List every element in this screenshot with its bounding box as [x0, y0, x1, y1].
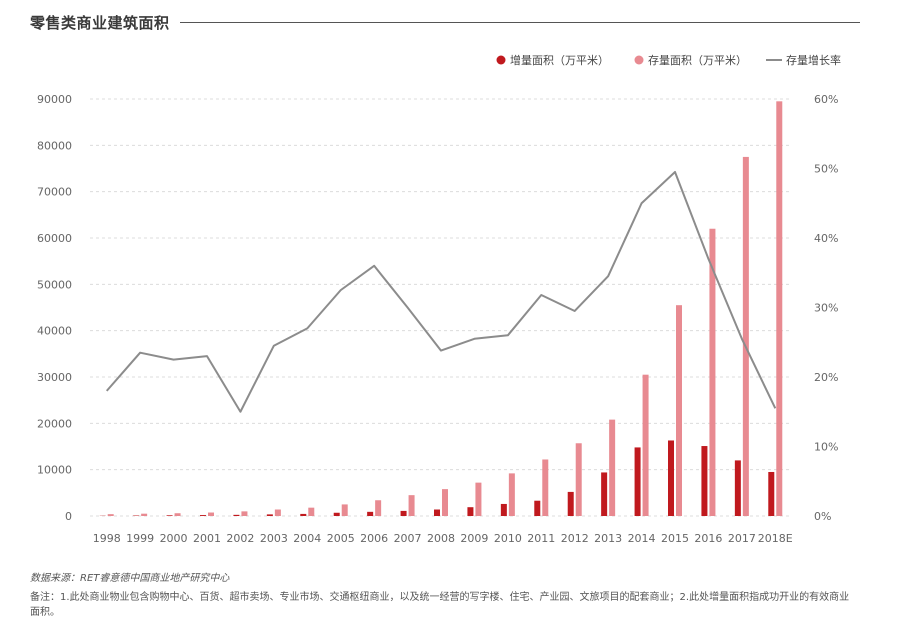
y-left-tick-label: 10000	[37, 464, 72, 477]
increment-bar	[534, 500, 541, 516]
y-axis-right: 0% 10% 20% 30% 40% 50% 60%	[814, 93, 838, 523]
grid	[90, 98, 792, 517]
x-tick-label: 2015	[661, 532, 689, 545]
increment-bar	[768, 471, 775, 516]
stock-bar	[274, 509, 281, 516]
stock-bar	[308, 507, 315, 516]
stock-bar	[676, 305, 682, 516]
x-tick-label: 2013	[594, 532, 622, 545]
stock-bar	[742, 156, 749, 516]
x-tick-label: 2008	[427, 532, 455, 545]
y-right-tick-label: 30%	[814, 302, 838, 315]
increment-bar	[601, 472, 608, 516]
stock-bar	[208, 512, 214, 516]
y-left-tick-label: 80000	[37, 139, 72, 152]
y-left-tick-label: 90000	[37, 93, 72, 106]
stock-bar	[642, 374, 649, 516]
x-tick-label: 2018E	[758, 532, 793, 545]
stock-bar	[575, 443, 582, 516]
x-tick-label: 2017	[728, 532, 756, 545]
data-source: 数据来源：RET睿意德中国商业地产研究中心	[30, 573, 230, 584]
increment-bar	[266, 514, 273, 516]
x-tick-label: 2002	[226, 532, 254, 545]
chart-svg: 增量面积（万平米） 存量面积（万平米） 存量增长率 0 10000 20000 300…	[37, 53, 841, 545]
chart-title: 零售类商业建筑面积	[30, 12, 180, 33]
y-right-tick-label: 40%	[814, 232, 838, 245]
y-left-tick-label: 0	[65, 510, 72, 523]
y-left-tick-label: 60000	[37, 232, 72, 245]
y-axis-left: 0 10000 20000 30000 40000 50000 60000 70000 8000…	[37, 93, 72, 523]
y-left-tick-label: 50000	[37, 278, 72, 291]
stock-bar	[475, 482, 482, 516]
title-row: 零售类商业建筑面积	[30, 12, 860, 36]
x-tick-label: 2003	[260, 532, 288, 545]
increment-bar	[333, 512, 340, 516]
stock-bar	[442, 489, 448, 516]
footnote: 备注：1.此处商业物业包含购物中心、百货、超市卖场、专业市场、交通枢纽商业，以及…	[30, 592, 850, 618]
increment-bar	[734, 460, 741, 516]
x-tick-label: 1998	[93, 532, 121, 545]
growth-polyline	[105, 170, 777, 413]
y-right-tick-label: 10%	[814, 441, 838, 454]
y-left-tick-label: 30000	[37, 371, 72, 384]
legend: 增量面积（万平米） 存量面积（万平米） 存量增长率	[496, 53, 841, 67]
x-tick-label: 2014	[628, 532, 656, 545]
increment-bar	[300, 513, 307, 516]
x-tick-label: 2006	[360, 532, 388, 545]
x-tick-label: 2001	[193, 532, 221, 545]
stock-bar	[776, 101, 783, 517]
stock-bar	[107, 514, 114, 516]
x-tick-label: 2012	[561, 532, 589, 545]
y-right-tick-label: 50%	[814, 163, 838, 176]
increment-bar	[467, 507, 474, 516]
increment-bar	[367, 511, 374, 516]
title-rule	[30, 22, 860, 23]
y-right-tick-label: 60%	[814, 93, 838, 106]
stock-bar	[375, 500, 382, 516]
increment-bar	[567, 491, 574, 516]
increment-bar	[166, 515, 173, 516]
stock-bar	[408, 495, 415, 516]
x-axis: 1998 1999 2000 2001 2002 2003 2004 2005 2006 2007…	[93, 532, 793, 545]
stock-bar	[141, 513, 148, 516]
increment-bar	[668, 440, 674, 516]
legend-increment-swatch	[496, 55, 506, 65]
stock-bar	[542, 459, 549, 516]
y-left-tick-label: 40000	[37, 325, 72, 338]
x-tick-label: 2004	[293, 532, 321, 545]
stock-bar	[508, 473, 515, 516]
y-left-tick-label: 20000	[37, 417, 72, 430]
increment-bar	[434, 509, 440, 516]
y-left-tick-label: 70000	[37, 186, 72, 199]
stock-bar	[609, 419, 616, 516]
x-tick-label: 2009	[460, 532, 488, 545]
increment-bar	[233, 514, 240, 516]
increment-bar	[200, 515, 206, 516]
x-tick-label: 2005	[327, 532, 355, 545]
stock-bar	[709, 228, 716, 516]
x-tick-label: 2010	[494, 532, 522, 545]
increment-bar	[400, 510, 407, 516]
bars	[99, 101, 783, 517]
legend-stock-label: 存量面积（万平米）	[648, 53, 747, 67]
y-right-tick-label: 20%	[814, 371, 838, 384]
legend-growth-label: 存量增长率	[786, 53, 841, 67]
increment-bar	[634, 447, 641, 516]
x-tick-label: 2007	[394, 532, 422, 545]
legend-increment-label: 增量面积（万平米）	[510, 53, 609, 67]
x-tick-label: 2011	[527, 532, 555, 545]
stock-bar	[174, 513, 181, 516]
growth-line	[105, 170, 777, 413]
increment-bar	[701, 446, 708, 516]
x-tick-label: 2000	[160, 532, 188, 545]
legend-stock-swatch	[634, 55, 644, 65]
stock-bar	[341, 504, 348, 516]
stock-bar	[241, 511, 248, 516]
y-right-tick-label: 0%	[814, 510, 831, 523]
x-tick-label: 1999	[126, 532, 154, 545]
increment-bar	[500, 503, 507, 516]
x-tick-label: 2016	[694, 532, 722, 545]
